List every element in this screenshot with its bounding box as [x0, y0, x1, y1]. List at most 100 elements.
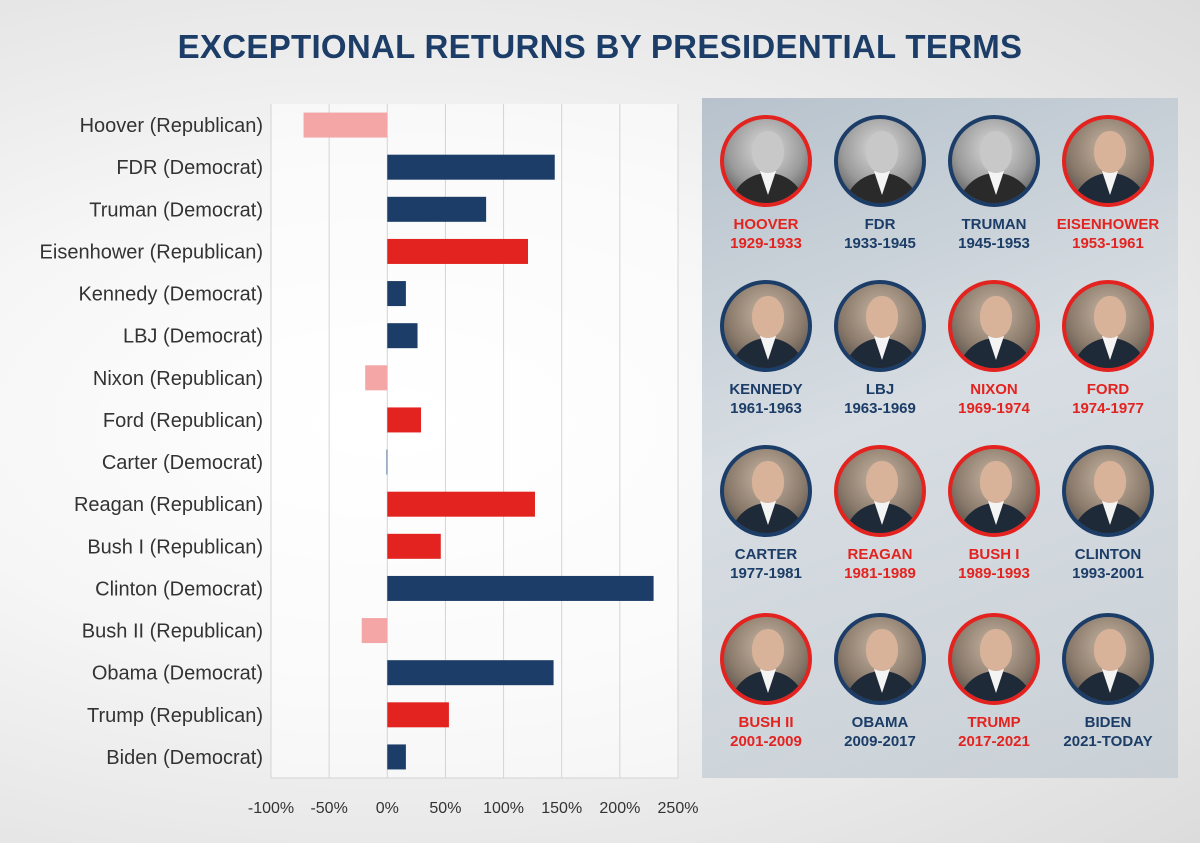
president-term-years: 2009-2017	[844, 733, 916, 750]
president-term-years: 1929-1933	[730, 235, 802, 252]
bar-nixon	[365, 365, 388, 391]
president-name: FORD	[1086, 381, 1130, 398]
president-card: BUSH II 2001-2009	[706, 613, 826, 751]
bar-carter	[386, 449, 388, 475]
president-card: CARTER 1977-1981	[706, 445, 826, 583]
president-card: EISENHOWER 1953-1961	[1048, 115, 1168, 253]
bar-lbj	[387, 323, 418, 349]
returns-bar-chart: -100% -50% 0% 50% 100% 150% 200% 250% Hoover (Re…	[40, 104, 699, 817]
president-card: REAGAN 1981-1989	[820, 445, 940, 583]
president-card: FDR 1933-1945	[820, 115, 940, 253]
lbj-portrait-icon	[834, 280, 926, 372]
president-name: KENNEDY	[729, 381, 803, 398]
category-label: Trump (Republican)	[87, 705, 263, 727]
bar-truman	[387, 196, 487, 222]
president-name: NIXON	[970, 381, 1018, 398]
eisenhower-portrait-icon	[1062, 115, 1154, 207]
x-tick-label: -100%	[248, 800, 294, 817]
category-label: Bush I (Republican)	[87, 536, 263, 558]
president-term-years: 2001-2009	[730, 733, 802, 750]
president-term-years: 1961-1963	[730, 400, 802, 417]
x-tick-label: 250%	[658, 800, 699, 817]
president-card: FORD 1974-1977	[1048, 280, 1168, 418]
obama-portrait-icon	[834, 613, 926, 705]
president-name: CLINTON	[1074, 546, 1142, 563]
president-term-years: 1945-1953	[958, 235, 1030, 252]
president-name: FDR	[864, 216, 896, 233]
bar-eisenhower	[387, 238, 528, 264]
president-card: NIXON 1969-1974	[934, 280, 1054, 418]
carter-portrait-icon	[720, 445, 812, 537]
president-name: HOOVER	[733, 216, 799, 233]
kennedy-portrait-icon	[720, 280, 812, 372]
bar-bush-ii	[361, 618, 388, 644]
president-name: BUSH I	[968, 546, 1020, 563]
category-label: Truman (Democrat)	[89, 199, 263, 221]
hoover-portrait-icon	[720, 115, 812, 207]
nixon-portrait-icon	[948, 280, 1040, 372]
fdr-portrait-icon	[834, 115, 926, 207]
x-tick-label: 150%	[541, 800, 582, 817]
president-term-years: 1993-2001	[1072, 565, 1144, 582]
bar-biden	[387, 744, 406, 770]
president-card: TRUMAN 1945-1953	[934, 115, 1054, 253]
category-label: Clinton (Democrat)	[95, 578, 263, 600]
reagan-portrait-icon	[834, 445, 926, 537]
bar-fdr	[387, 154, 555, 180]
president-term-years: 1974-1977	[1072, 400, 1144, 417]
president-term-years: 1969-1974	[958, 400, 1030, 417]
category-label: Reagan (Republican)	[74, 494, 263, 516]
president-card: LBJ 1963-1969	[820, 280, 940, 418]
president-name: OBAMA	[851, 714, 909, 731]
x-tick-label: 100%	[483, 800, 524, 817]
bar-obama	[387, 660, 554, 686]
president-term-years: 1933-1945	[844, 235, 916, 252]
category-label: Ford (Republican)	[103, 410, 263, 432]
presidents-panel: HOOVER 1929-1933 FDR 1933-1945 TRUMAN 1945-19…	[702, 98, 1178, 778]
chart-title: EXCEPTIONAL RETURNS BY PRESIDENTIAL TERM…	[177, 28, 1023, 65]
bar-clinton	[387, 575, 654, 601]
president-name: REAGAN	[847, 546, 913, 563]
truman-portrait-icon	[948, 115, 1040, 207]
president-name: BIDEN	[1084, 714, 1132, 731]
ford-portrait-icon	[1062, 280, 1154, 372]
category-label: Kennedy (Democrat)	[78, 284, 263, 306]
president-term-years: 1977-1981	[730, 565, 802, 582]
president-term-years: 1963-1969	[844, 400, 916, 417]
x-tick-label: -50%	[310, 800, 347, 817]
x-tick-label: 0%	[376, 800, 399, 817]
bar-trump	[387, 702, 449, 728]
president-term-years: 1989-1993	[958, 565, 1030, 582]
president-name: TRUMAN	[961, 216, 1027, 233]
president-card: OBAMA 2009-2017	[820, 613, 940, 751]
category-label: Obama (Democrat)	[92, 663, 263, 685]
category-label: Carter (Democrat)	[102, 452, 263, 474]
bar-hoover	[303, 112, 388, 138]
president-card: BUSH I 1989-1993	[934, 445, 1054, 583]
bar-reagan	[387, 491, 535, 517]
president-card: CLINTON 1993-2001	[1048, 445, 1168, 583]
category-label: Biden (Democrat)	[106, 747, 263, 769]
president-term-years: 2021-TODAY	[1063, 733, 1153, 750]
x-tick-label: 200%	[599, 800, 640, 817]
bar-ford	[387, 407, 422, 433]
president-name: CARTER	[734, 546, 798, 563]
president-name: BUSH II	[738, 714, 794, 731]
president-card: BIDEN 2021-TODAY	[1048, 613, 1168, 751]
category-label: FDR (Democrat)	[116, 157, 263, 179]
biden-portrait-icon	[1062, 613, 1154, 705]
x-tick-label: 50%	[429, 800, 461, 817]
clinton-portrait-icon	[1062, 445, 1154, 537]
president-term-years: 1953-1961	[1072, 235, 1144, 252]
bush-i-portrait-icon	[948, 445, 1040, 537]
president-card: KENNEDY 1961-1963	[706, 280, 826, 418]
president-name: TRUMP	[967, 714, 1021, 731]
trump-portrait-icon	[948, 613, 1040, 705]
president-name: LBJ	[865, 381, 895, 398]
category-label: Bush II (Republican)	[82, 621, 263, 643]
bush-ii-portrait-icon	[720, 613, 812, 705]
bar-kennedy	[387, 281, 406, 307]
category-label: Nixon (Republican)	[93, 368, 263, 390]
president-card: TRUMP 2017-2021	[934, 613, 1054, 751]
president-name: EISENHOWER	[1056, 216, 1160, 233]
